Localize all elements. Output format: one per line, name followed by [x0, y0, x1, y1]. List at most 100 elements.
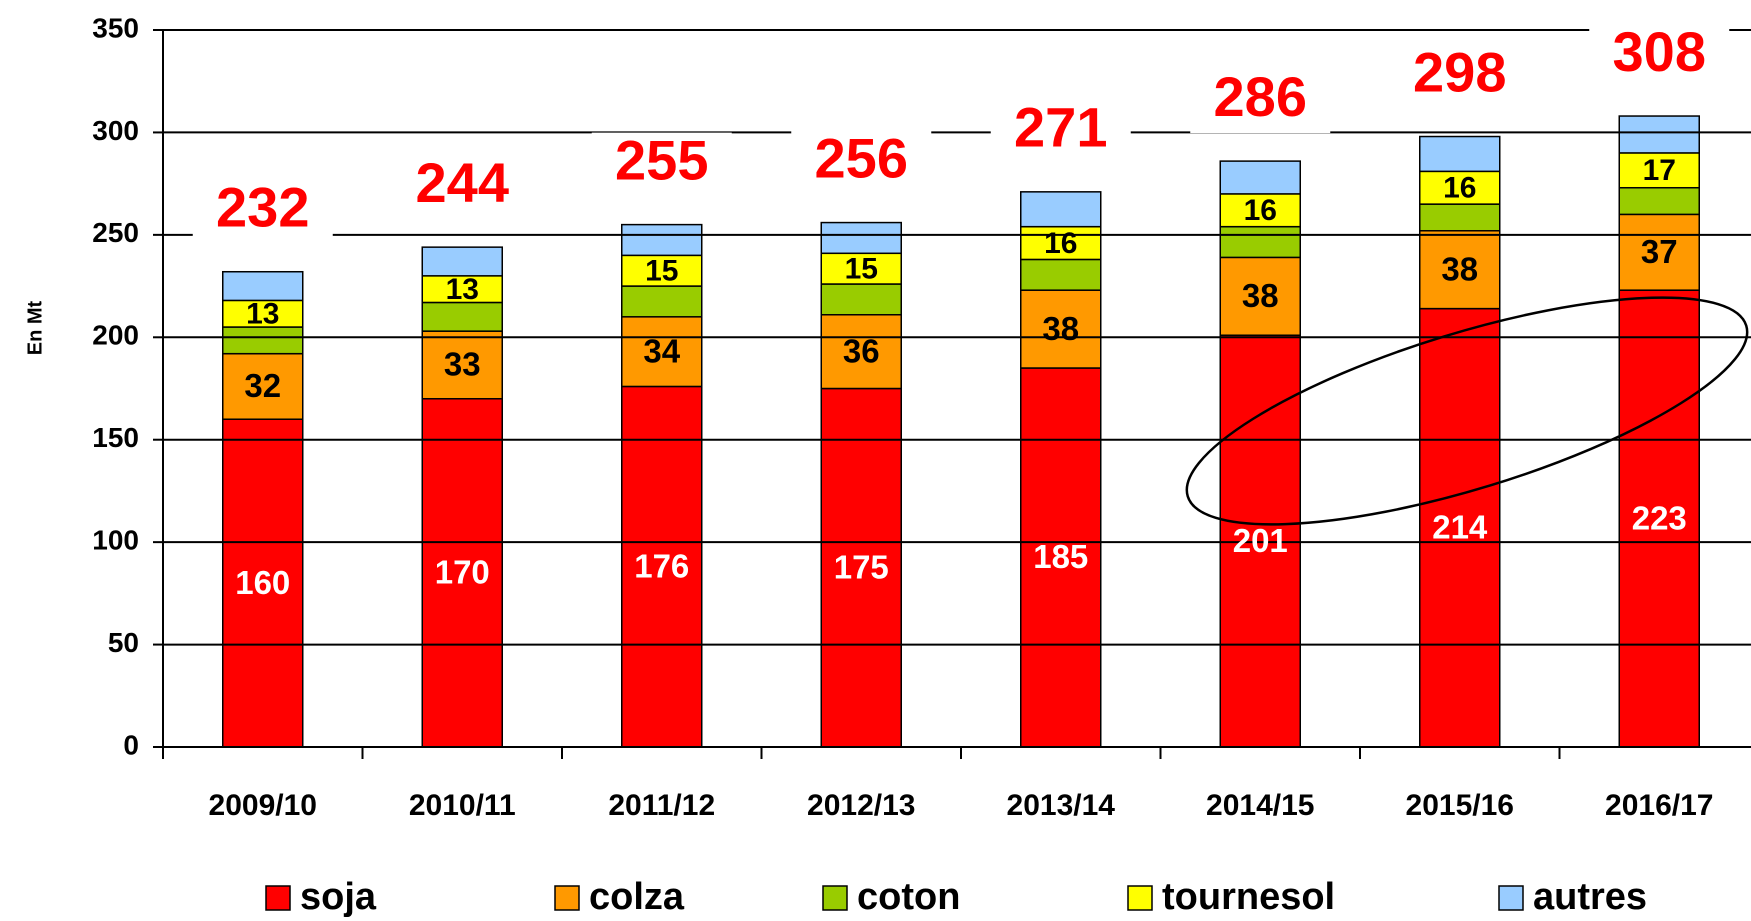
total-label: 286: [1214, 65, 1307, 128]
total-label-bg: [791, 130, 932, 195]
segment-label: 37: [1641, 233, 1678, 270]
bar-segment: [421, 330, 503, 400]
bar-segment: [820, 283, 902, 316]
segment-label: 175: [834, 548, 889, 585]
bar-segment: [1219, 160, 1301, 195]
bar-segment: [1020, 225, 1102, 261]
x-tick-label: 2016/17: [1605, 789, 1713, 822]
segment-label: 17: [1643, 154, 1676, 187]
segment-label: 223: [1632, 499, 1687, 536]
bar-segment: [820, 314, 902, 390]
legend-swatch: [554, 885, 580, 911]
bar-segment: [1419, 135, 1501, 173]
y-tick-label: 200: [92, 320, 139, 351]
bar-segment: [820, 252, 902, 285]
bar-segment: [1419, 307, 1501, 748]
bar-segment: [421, 397, 503, 748]
segment-label: 34: [643, 332, 680, 369]
total-label: 308: [1613, 20, 1706, 83]
segment-label: 15: [645, 255, 678, 288]
bar-segment: [820, 221, 902, 255]
bar-segment: [1020, 367, 1102, 748]
bar-segment: [222, 352, 304, 420]
bar-segment: [621, 223, 703, 257]
bar-segment: [421, 246, 503, 277]
bar-segment: [820, 387, 902, 748]
segment-label: 201: [1233, 522, 1288, 559]
segment-label: 38: [1242, 277, 1279, 314]
total-label-bg: [591, 132, 732, 197]
bar-segment: [1020, 191, 1102, 228]
segment-label: 13: [246, 298, 279, 331]
segment-label: 170: [435, 554, 490, 591]
x-tick-label: 2010/11: [409, 789, 516, 822]
total-label-bg: [1190, 69, 1331, 134]
bar-segment: [1618, 152, 1700, 189]
total-label-bg: [392, 155, 533, 220]
bar-segment: [1618, 186, 1700, 216]
bar-segment: [621, 254, 703, 287]
segment-label: 185: [1033, 538, 1088, 575]
total-label: 256: [815, 126, 908, 189]
segment-label: 13: [446, 273, 479, 306]
bar-segment: [222, 326, 304, 355]
total-label: 255: [615, 128, 708, 191]
legend-swatch: [1498, 885, 1524, 911]
y-tick-label: 50: [108, 627, 139, 658]
y-tick-label: 300: [92, 115, 139, 146]
x-tick-label: 2013/14: [1007, 789, 1116, 822]
bar-segment: [621, 285, 703, 318]
total-label: 298: [1413, 40, 1506, 103]
segment-label: 38: [1042, 310, 1079, 347]
total-label-bg: [990, 99, 1131, 164]
bar-segment: [1219, 193, 1301, 228]
legend-swatch: [822, 885, 848, 911]
bar-segment: [1618, 115, 1700, 154]
bar-segment: [1219, 334, 1301, 748]
legend-swatch: [265, 885, 291, 911]
bar-segment: [421, 301, 503, 332]
segment-label: 33: [444, 346, 481, 383]
y-tick-label: 150: [92, 422, 139, 453]
segment-label: 16: [1443, 172, 1476, 205]
bar-segment: [1219, 256, 1301, 336]
segment-label: 16: [1244, 194, 1277, 227]
bar-segment: [1419, 203, 1501, 232]
legend-label: soja: [300, 876, 377, 918]
segment-label: 214: [1432, 509, 1488, 546]
segment-label: 38: [1441, 250, 1478, 287]
segment-label: 15: [845, 253, 878, 286]
legend-label: tournesol: [1162, 876, 1335, 918]
total-label-bg: [1589, 24, 1730, 89]
bar-segment: [222, 270, 304, 302]
x-tick-label: 2009/10: [209, 789, 317, 822]
total-label-bg: [1389, 44, 1530, 109]
y-tick-label: 350: [92, 12, 139, 43]
x-tick-label: 2012/13: [807, 789, 915, 822]
y-tick-label: 250: [92, 217, 139, 248]
legend-swatch: [1127, 885, 1153, 911]
bar-segment: [1219, 225, 1301, 259]
x-tick-label: 2014/15: [1206, 789, 1314, 822]
total-label: 244: [416, 151, 509, 214]
bar-segment: [421, 275, 503, 304]
segment-label: 16: [1044, 227, 1077, 260]
y-axis-label: En Mt: [24, 300, 46, 355]
total-label-bg: [192, 179, 333, 244]
segment-label: 160: [235, 564, 290, 601]
segment-label: 36: [843, 332, 880, 369]
segment-label: 32: [244, 367, 281, 404]
bar-segment: [1020, 258, 1102, 291]
y-tick-label: 100: [92, 525, 139, 556]
total-label: 232: [216, 176, 309, 239]
segment-label: 176: [634, 547, 689, 584]
legend-label: coton: [857, 876, 960, 918]
bar-segment: [1419, 230, 1501, 310]
legend-label: autres: [1533, 876, 1647, 918]
legend-label: colza: [589, 876, 685, 918]
bar-segment: [621, 316, 703, 388]
y-tick-label: 0: [123, 729, 139, 760]
bar-segment: [1618, 213, 1700, 291]
x-tick-label: 2015/16: [1406, 789, 1514, 822]
